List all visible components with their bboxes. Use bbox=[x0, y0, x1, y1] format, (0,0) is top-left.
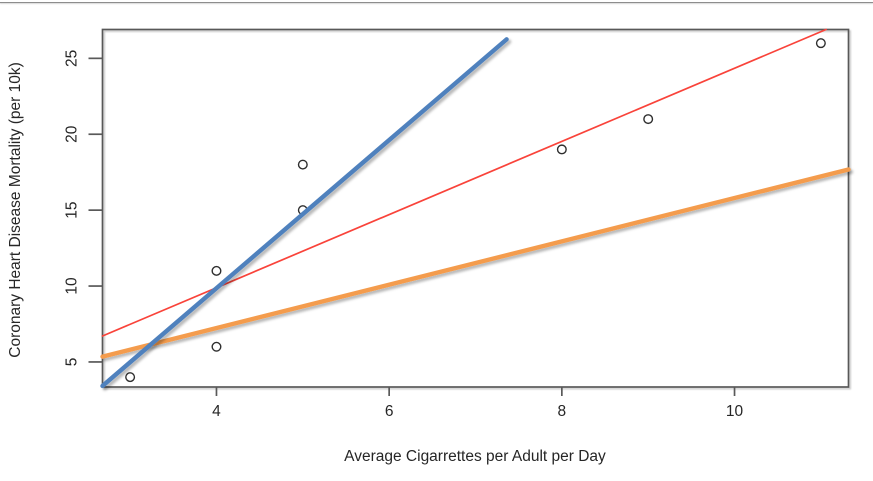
data-point bbox=[125, 372, 136, 383]
data-point bbox=[815, 38, 826, 49]
y-axis-tick-label: 20 bbox=[64, 125, 81, 143]
orange-shallow-line bbox=[100, 167, 851, 359]
x-axis-title: Average Cigarrettes per Adult per Day bbox=[344, 448, 606, 465]
page-top-divider bbox=[0, 2, 873, 3]
y-axis-tick-label: 25 bbox=[64, 50, 81, 67]
data-point bbox=[297, 159, 308, 170]
blue-steep-line bbox=[100, 37, 509, 389]
plot-area: 4 6 8 10 5 10 15 20 25 bbox=[64, 28, 851, 420]
plot-border bbox=[101, 28, 850, 388]
x-axis-tick-label: 10 bbox=[726, 403, 744, 420]
x-axis-tick-label: 6 bbox=[385, 403, 394, 420]
x-axis-tick-label: 8 bbox=[558, 403, 567, 420]
x-axis-tick-label: 4 bbox=[212, 403, 221, 420]
data-point bbox=[211, 341, 222, 352]
y-axis-tick-label: 15 bbox=[64, 202, 81, 219]
y-axis-tick-label: 10 bbox=[64, 277, 81, 295]
data-point bbox=[643, 114, 654, 125]
y-axis-tick-label: 5 bbox=[64, 358, 81, 367]
y-axis-title: Coronary Heart Disease Mortality (per 10… bbox=[7, 62, 24, 357]
data-point bbox=[211, 265, 222, 276]
data-point bbox=[556, 144, 567, 155]
